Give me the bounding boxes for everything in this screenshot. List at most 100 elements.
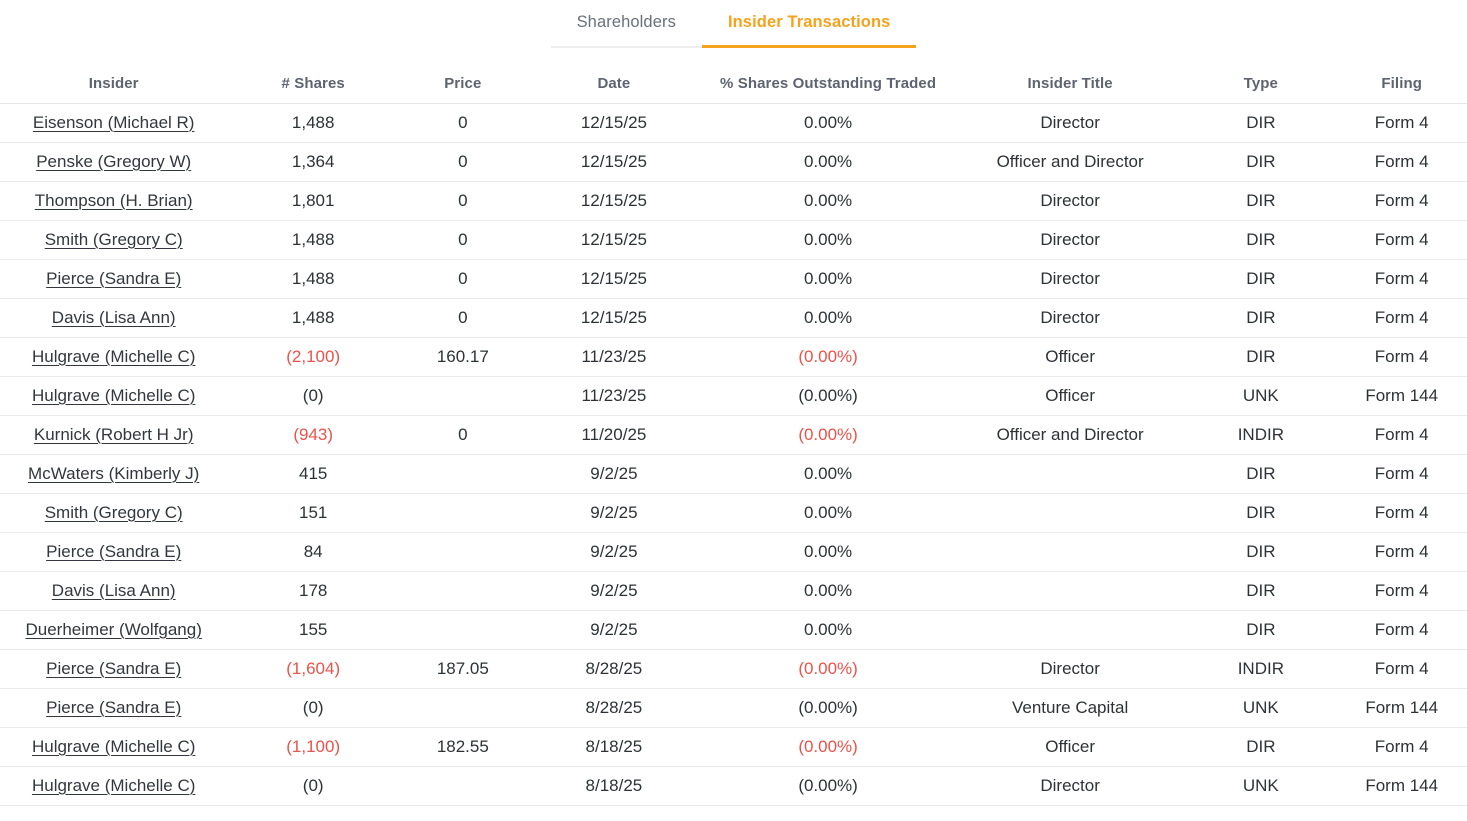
pct-cell: 0.00% [701,103,955,143]
insider-link[interactable]: Pierce (Sandra E) [46,541,182,561]
title-cell: Director [954,181,1186,221]
pct-cell: (0.00%) [701,376,955,416]
table-row: Penske (Gregory W) 1,364 0 12/15/25 0.00% Off… [0,142,1467,182]
date-cell: 9/2/25 [526,532,702,572]
title-cell: Officer [954,727,1186,767]
price-cell: 0 [399,259,527,299]
shares-cell: 1,488 [227,298,399,338]
insider-link[interactable]: Smith (Gregory C) [44,502,183,522]
insider-cell: Pierce (Sandra E) [0,649,228,689]
insider-link[interactable]: Hulgrave (Michelle C) [31,385,196,405]
date-cell: 9/2/25 [526,493,702,533]
insider-link[interactable]: Duerheimer (Wolfgang) [25,619,202,639]
shares-cell: (943) [227,415,399,455]
type-cell: DIR [1185,103,1337,143]
type-cell: DIR [1185,610,1337,650]
title-cell [954,454,1186,494]
table-row: Davis (Lisa Ann) 178 9/2/25 0.00% DIR Form 4 [0,571,1467,611]
title-cell: Director [954,298,1186,338]
shares-cell: 1,488 [227,220,399,260]
shares-cell: (1,100) [227,727,399,767]
title-cell: Director [954,766,1186,806]
type-cell: DIR [1185,493,1337,533]
insider-link[interactable]: Pierce (Sandra E) [46,658,182,678]
price-cell: 0 [399,220,527,260]
table-row: Hulgrave (Michelle C) (2,100) 160.17 11/23/… [0,337,1467,377]
filing-cell: Form 4 [1336,337,1467,377]
price-cell: 187.05 [399,649,527,689]
date-cell: 11/23/25 [526,337,702,377]
title-cell: Officer and Director [954,415,1186,455]
type-cell: DIR [1185,181,1337,221]
pct-cell: (0.00%) [701,649,955,689]
insider-link[interactable]: Eisenson (Michael R) [32,112,195,132]
price-cell: 0 [399,298,527,338]
table-row: Smith (Gregory C) 1,488 0 12/15/25 0.00% Dire… [0,220,1467,260]
shares-cell: (1,604) [227,649,399,689]
insider-cell: Smith (Gregory C) [0,220,228,260]
insider-cell: Pierce (Sandra E) [0,688,228,728]
insider-link[interactable]: Hulgrave (Michelle C) [31,346,196,366]
insider-transactions-table: Insider # Shares Price Date % Shares Out… [0,64,1467,806]
insider-link[interactable]: Thompson (H. Brian) [34,190,193,210]
table-row: Kurnick (Robert H Jr) (943) 0 11/20/25 (0.00… [0,415,1467,455]
filing-cell: Form 4 [1336,103,1467,143]
price-cell [399,571,527,611]
type-cell: DIR [1185,454,1337,494]
type-cell: DIR [1185,220,1337,260]
pct-cell: (0.00%) [701,727,955,767]
insider-cell: Duerheimer (Wolfgang) [0,610,228,650]
pct-cell: 0.00% [701,298,955,338]
pct-cell: 0.00% [701,493,955,533]
pct-cell: 0.00% [701,454,955,494]
date-cell: 12/15/25 [526,220,702,260]
insider-link[interactable]: Pierce (Sandra E) [46,268,182,288]
filing-cell: Form 4 [1336,493,1467,533]
title-cell: Director [954,103,1186,143]
shares-cell: 151 [227,493,399,533]
transactions-tbody: Eisenson (Michael R) 1,488 0 12/15/25 0.00% D… [0,103,1467,806]
type-cell: DIR [1185,259,1337,299]
insider-link[interactable]: McWaters (Kimberly J) [28,463,200,483]
table-row: Davis (Lisa Ann) 1,488 0 12/15/25 0.00% Direc… [0,298,1467,338]
date-cell: 11/20/25 [526,415,702,455]
title-cell: Venture Capital [954,688,1186,728]
table-row: Smith (Gregory C) 151 9/2/25 0.00% DIR Form 4 [0,493,1467,533]
insider-link[interactable]: Kurnick (Robert H Jr) [33,424,194,444]
tab-insider-transactions[interactable]: Insider Transactions [701,0,917,48]
table-row: Pierce (Sandra E) (0) 8/28/25 (0.00%) Ventur… [0,688,1467,728]
insider-link[interactable]: Pierce (Sandra E) [46,697,182,717]
type-cell: DIR [1185,571,1337,611]
insider-link[interactable]: Hulgrave (Michelle C) [31,736,196,756]
shares-cell: 1,364 [227,142,399,182]
insider-cell: Davis (Lisa Ann) [0,298,228,338]
pct-cell: 0.00% [701,610,955,650]
shares-cell: (0) [227,688,399,728]
insider-link[interactable]: Davis (Lisa Ann) [51,307,176,327]
title-cell: Officer [954,376,1186,416]
price-cell: 0 [399,142,527,182]
filing-cell: Form 144 [1336,376,1467,416]
shares-cell: (0) [227,766,399,806]
filing-cell: Form 4 [1336,142,1467,182]
price-cell: 0 [399,181,527,221]
insider-cell: Thompson (H. Brian) [0,181,228,221]
price-cell [399,766,527,806]
pct-cell: (0.00%) [701,766,955,806]
tab-shareholders[interactable]: Shareholders [550,0,702,48]
type-cell: INDIR [1185,415,1337,455]
pct-cell: 0.00% [701,532,955,572]
filing-cell: Form 4 [1336,610,1467,650]
price-cell [399,532,527,572]
table-header-row: Insider # Shares Price Date % Shares Out… [0,64,1467,104]
insider-link[interactable]: Smith (Gregory C) [44,229,183,249]
insider-cell: Smith (Gregory C) [0,493,228,533]
col-header-price: Price [399,64,527,104]
insider-link[interactable]: Davis (Lisa Ann) [51,580,176,600]
date-cell: 12/15/25 [526,142,702,182]
insider-link[interactable]: Penske (Gregory W) [36,151,192,171]
insider-link[interactable]: Hulgrave (Michelle C) [31,775,196,795]
title-cell: Officer and Director [954,142,1186,182]
insider-cell: Davis (Lisa Ann) [0,571,228,611]
col-header-filing: Filing [1336,64,1467,104]
